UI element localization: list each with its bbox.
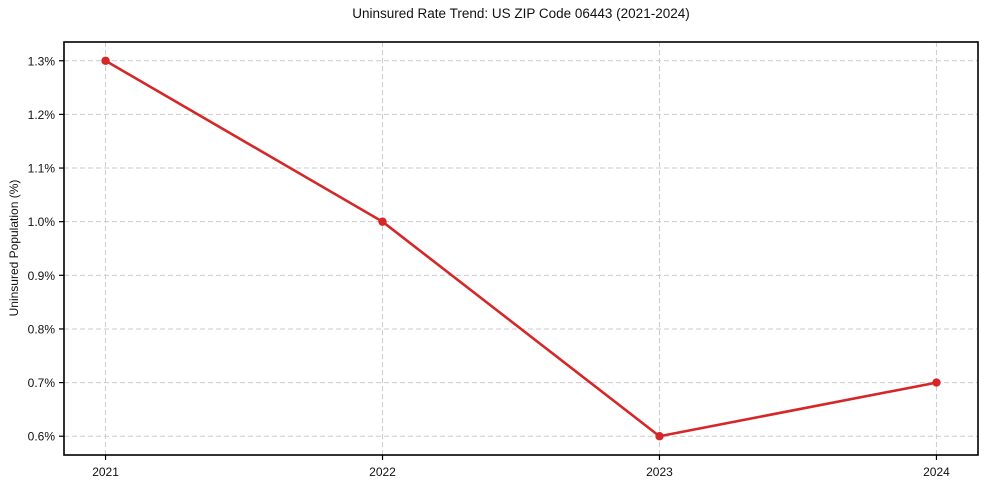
y-tick-label: 0.8% bbox=[28, 322, 56, 336]
data-point-marker bbox=[655, 432, 664, 441]
x-tick-label: 2024 bbox=[923, 465, 950, 479]
x-tick-label: 2023 bbox=[646, 465, 673, 479]
data-point-marker bbox=[378, 217, 387, 226]
plot-border bbox=[63, 41, 979, 456]
y-tick-label: 1.1% bbox=[28, 162, 56, 176]
chart-title: Uninsured Rate Trend: US ZIP Code 06443 … bbox=[352, 6, 690, 21]
y-tick-label: 1.3% bbox=[28, 54, 56, 68]
y-tick-label: 0.9% bbox=[28, 269, 56, 283]
data-point-marker bbox=[101, 56, 110, 65]
y-tick-label: 0.6% bbox=[28, 430, 56, 444]
y-tick-label: 1.0% bbox=[28, 215, 56, 229]
x-tick-label: 2021 bbox=[92, 465, 119, 479]
data-point-marker bbox=[932, 378, 941, 387]
y-tick-label: 0.7% bbox=[28, 376, 56, 390]
x-tick-label: 2022 bbox=[369, 465, 396, 479]
y-tick-label: 1.2% bbox=[28, 108, 56, 122]
trend-line bbox=[104, 59, 938, 438]
